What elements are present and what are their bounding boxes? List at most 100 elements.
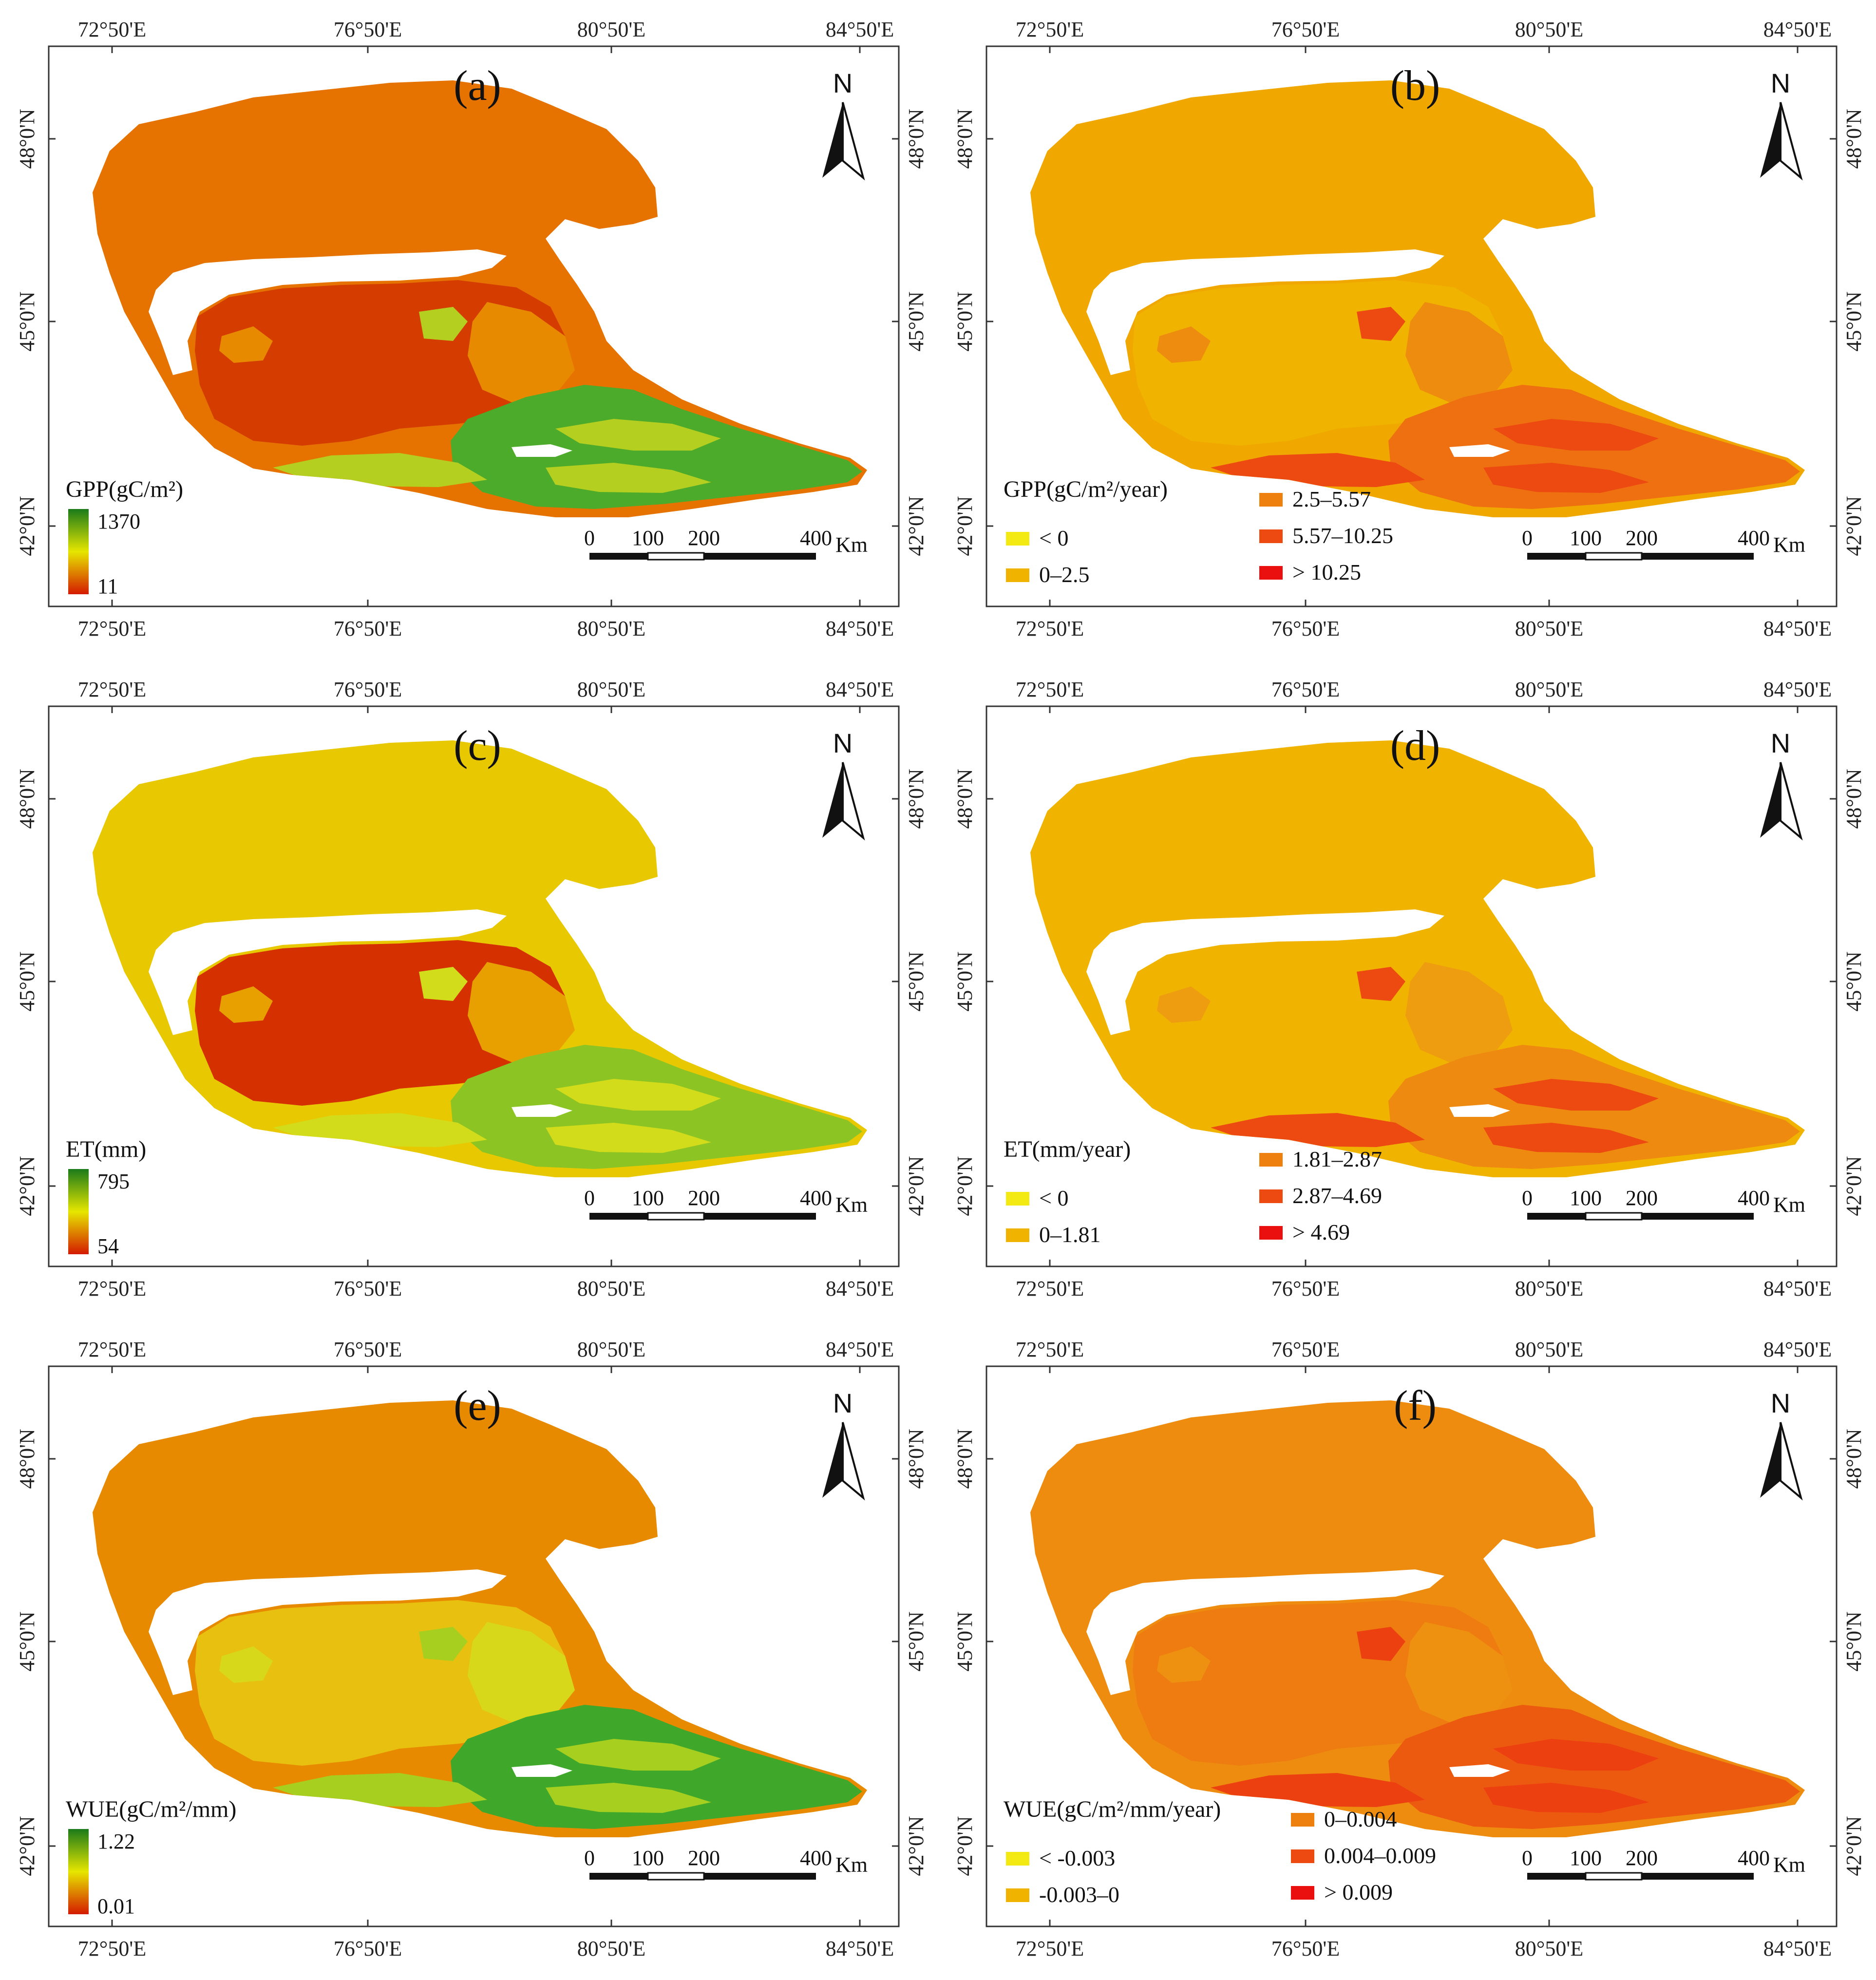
panel-label: (e) [454, 1382, 501, 1430]
scale-tick-label: 200 [1626, 1846, 1658, 1870]
legend-colorbar [68, 1169, 89, 1254]
lat-label-left: 45°0'N [15, 291, 39, 351]
region-spot [1357, 307, 1405, 341]
lat-label-left: 48°0'N [15, 1429, 39, 1489]
lon-label-top: 80°50'E [577, 678, 645, 701]
north-arrow-icon: N [1760, 68, 1803, 181]
lon-label-bottom: 80°50'E [1515, 617, 1583, 641]
map-panel-b: 72°50'E 72°50'E 76°50'E 76°50'E 80°50'E 80°50… [938, 0, 1876, 660]
lon-label-top: 76°50'E [334, 678, 402, 701]
map-panel-e: 72°50'E 72°50'E 76°50'E 76°50'E 80°50'E 80°50… [0, 1320, 938, 1980]
lon-label-top: 80°50'E [1515, 1338, 1583, 1361]
scale-tick-label: 100 [632, 1186, 664, 1210]
lat-label-right: 45°0'N [904, 291, 928, 351]
lat-label-right: 48°0'N [1842, 1429, 1866, 1489]
scale-unit: Km [1773, 533, 1805, 557]
lat-label-right: 48°0'N [904, 1429, 928, 1489]
lon-label-top: 80°50'E [577, 1338, 645, 1361]
north-letter: N [1771, 728, 1790, 758]
lat-label-left: 42°0'N [15, 1816, 39, 1876]
lon-label-top: 80°50'E [577, 18, 645, 41]
legend-colorbar [68, 509, 89, 594]
lon-label-top: 76°50'E [334, 18, 402, 41]
scale-tick-label: 400 [800, 1186, 832, 1210]
legend-swatch [1006, 532, 1029, 546]
lon-label-top: 72°50'E [78, 18, 146, 41]
scale-unit: Km [835, 1193, 868, 1217]
legend-swatch [1259, 1226, 1283, 1240]
legend-class-label: 2.5–5.57 [1292, 487, 1371, 511]
scale-bar: 0 100 200 400 Km [584, 1186, 868, 1221]
region-spot [219, 326, 273, 363]
region-mid [468, 962, 575, 1064]
north-arrow-icon: N [822, 1388, 865, 1501]
region-band [546, 1783, 711, 1813]
legend: WUE(gC/m²/mm) 1.22 0.01 [66, 1796, 236, 1918]
lake-gap [512, 1764, 572, 1777]
north-arrow-icon: N [1760, 1388, 1803, 1501]
north-arrow-icon: N [1760, 728, 1803, 841]
lon-label-bottom: 84°50'E [1763, 1937, 1832, 1961]
lon-label-bottom: 80°50'E [577, 617, 645, 641]
lat-label-left: 48°0'N [953, 1429, 977, 1489]
legend-class-label: < 0 [1039, 526, 1068, 550]
lon-label-top: 84°50'E [826, 1338, 894, 1361]
legend-title: GPP(gC/m²) [66, 476, 183, 502]
lat-label-right: 45°0'N [904, 951, 928, 1011]
legend-swatch [1006, 1228, 1029, 1242]
panel-label: (b) [1390, 62, 1440, 110]
legend-swatch [1259, 529, 1283, 543]
lon-label-bottom: 76°50'E [1271, 617, 1340, 641]
scale-tick-label: 0 [1522, 526, 1533, 550]
scale-tick-label: 0 [1522, 1846, 1533, 1870]
lake-gap [149, 1569, 507, 1695]
north-arrow-icon: N [822, 728, 865, 841]
map-panel-c: 72°50'E 72°50'E 76°50'E 76°50'E 80°50'E 80°50… [0, 660, 938, 1320]
lat-label-right: 42°0'N [904, 496, 928, 556]
lon-label-bottom: 72°50'E [1016, 1937, 1084, 1961]
legend-swatch [1006, 568, 1029, 582]
scale-tick-label: 100 [1570, 1186, 1602, 1210]
lat-label-left: 45°0'N [15, 1611, 39, 1671]
scale-bar: 0 100 200 400 Km [584, 1846, 868, 1881]
lon-label-top: 76°50'E [1271, 1338, 1340, 1361]
lon-label-bottom: 84°50'E [826, 1277, 894, 1301]
legend-class-label: 0.004–0.009 [1324, 1843, 1436, 1868]
scale-tick-label: 100 [1570, 526, 1602, 550]
scale-tick-label: 0 [584, 526, 595, 550]
lon-label-bottom: 72°50'E [78, 617, 146, 641]
lake-gap [149, 249, 507, 375]
lat-label-right: 42°0'N [1842, 496, 1866, 556]
lat-label-left: 48°0'N [953, 769, 977, 829]
legend-max: 1.22 [97, 1829, 135, 1853]
legend-max: 1370 [97, 509, 140, 533]
region-band [555, 1079, 721, 1111]
region-band [546, 463, 711, 493]
region-band [1493, 419, 1659, 451]
region-spot [1357, 967, 1405, 1001]
lat-label-right: 45°0'N [904, 1611, 928, 1671]
legend-title: GPP(gC/m²/year) [1004, 476, 1168, 502]
scale-tick-label: 400 [800, 526, 832, 550]
scale-tick-label: 100 [632, 526, 664, 550]
lon-label-bottom: 84°50'E [826, 1937, 894, 1961]
legend: ET(mm) 795 54 [66, 1136, 146, 1258]
map-svg-b: 72°50'E 72°50'E 76°50'E 76°50'E 80°50'E 80°50… [953, 18, 1866, 641]
legend-swatch [1259, 493, 1283, 507]
scale-tick-label: 100 [1570, 1846, 1602, 1870]
scale-bar: 0 100 200 400 Km [584, 526, 868, 561]
scale-tick-label: 400 [800, 1846, 832, 1870]
legend: GPP(gC/m²/year) < 0 0–2.5 2.5–5.57 5.57–10.2… [1004, 476, 1393, 587]
lon-label-top: 72°50'E [78, 678, 146, 701]
lat-label-right: 45°0'N [1842, 1611, 1866, 1671]
region-spot [1157, 986, 1211, 1023]
scale-tick-label: 200 [688, 1846, 720, 1870]
lat-label-right: 45°0'N [1842, 291, 1866, 351]
region-mid [1405, 1622, 1513, 1724]
lat-label-right: 42°0'N [904, 1156, 928, 1216]
lon-label-top: 84°50'E [826, 18, 894, 41]
north-letter: N [833, 728, 853, 758]
panel-label: (a) [454, 62, 501, 110]
map-svg-e: 72°50'E 72°50'E 76°50'E 76°50'E 80°50'E 80°50… [15, 1338, 928, 1961]
map-svg-d: 72°50'E 72°50'E 76°50'E 76°50'E 80°50'E 80°50… [953, 678, 1866, 1301]
